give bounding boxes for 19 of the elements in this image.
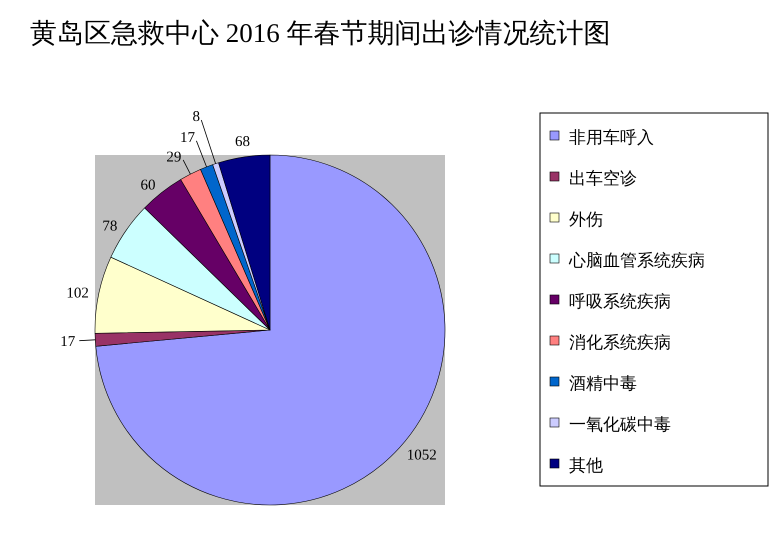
data-label: 68 [234,134,250,150]
legend-label: 其他 [569,456,603,476]
data-label: 17 [60,334,76,350]
data-label: 8 [192,109,200,126]
data-label: 1052 [406,448,437,464]
data-label: 17 [180,130,196,146]
legend-label: 非用车呼入 [569,128,654,148]
legend-label: 心脑血管系统疾病 [568,251,705,271]
chart-title: 黄岛区急救中心 2016 年春节期间出诊情况统计图 [30,18,610,48]
legend-label: 出车空诊 [569,169,637,189]
data-label: 78 [102,218,118,234]
legend-label: 呼吸系统疾病 [569,292,671,312]
legend-label: 酒精中毒 [569,374,637,394]
data-label: 60 [140,178,156,194]
legend-label: 一氧化碳中毒 [569,415,671,435]
data-label: 29 [166,149,182,166]
legend-label: 外伤 [569,210,603,230]
legend-label: 消化系统疾病 [569,333,671,353]
data-label: 102 [66,285,89,302]
